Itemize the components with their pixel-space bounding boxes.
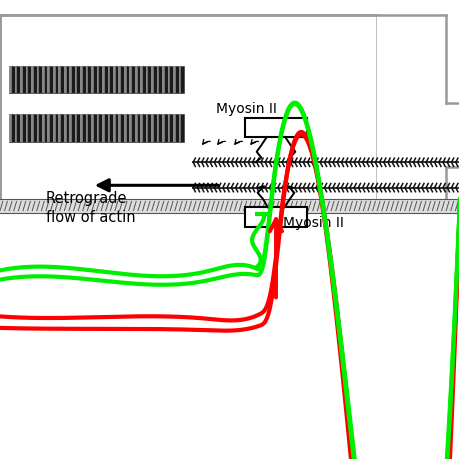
Bar [244, 208, 307, 227]
Text: Myosin II: Myosin II [216, 102, 276, 116]
Bar [69, 115, 72, 142]
Bar [173, 67, 175, 94]
Bar [107, 115, 110, 142]
Text: Myosin II: Myosin II [282, 216, 343, 230]
Bar [9, 115, 12, 142]
Bar [80, 67, 83, 94]
Text: Retrograde
flow of actin: Retrograde flow of actin [46, 190, 135, 224]
Bar [167, 67, 170, 94]
Bar [42, 115, 45, 142]
Bar [80, 115, 83, 142]
Bar [146, 67, 148, 94]
Bar [91, 67, 94, 94]
Bar [123, 67, 126, 94]
Bar [0, 200, 459, 213]
Bar [58, 67, 61, 94]
Bar [31, 115, 34, 142]
Bar [47, 67, 50, 94]
Bar [157, 67, 159, 94]
Bar [134, 115, 137, 142]
Bar [173, 115, 175, 142]
Bar [53, 115, 56, 142]
Bar [36, 115, 39, 142]
Bar [102, 67, 105, 94]
Bar [58, 115, 61, 142]
Bar [85, 67, 88, 94]
Bar [157, 115, 159, 142]
Bar [167, 115, 170, 142]
Bar [36, 67, 39, 94]
Bar [140, 115, 143, 142]
Bar [75, 115, 77, 142]
Bar [118, 67, 121, 94]
Bar [178, 115, 181, 142]
Bar [129, 67, 132, 94]
Bar [113, 67, 116, 94]
Bar [20, 115, 23, 142]
Bar [162, 67, 164, 94]
Bar [31, 67, 34, 94]
Bar [53, 67, 56, 94]
Bar [9, 115, 184, 142]
Bar [178, 67, 181, 94]
Bar [113, 115, 116, 142]
Bar [146, 115, 148, 142]
Bar [15, 115, 17, 142]
Bar [26, 115, 28, 142]
Bar [123, 115, 126, 142]
Bar [151, 115, 154, 142]
Bar [162, 115, 164, 142]
Bar [140, 67, 143, 94]
Bar [47, 115, 50, 142]
Bar [15, 67, 17, 94]
Bar [9, 67, 12, 94]
Bar [75, 67, 77, 94]
Bar [0, 16, 376, 204]
Bar [91, 115, 94, 142]
Bar [42, 67, 45, 94]
Bar [129, 115, 132, 142]
Bar [9, 67, 184, 94]
Bar [69, 67, 72, 94]
Bar [85, 115, 88, 142]
Bar [64, 67, 67, 94]
Bar [64, 115, 67, 142]
Bar [244, 118, 307, 138]
Bar [134, 67, 137, 94]
Bar [107, 67, 110, 94]
Bar [151, 67, 154, 94]
Bar [26, 67, 28, 94]
Bar [118, 115, 121, 142]
Bar [102, 115, 105, 142]
Bar [96, 67, 99, 94]
Bar [20, 67, 23, 94]
Bar [96, 115, 99, 142]
